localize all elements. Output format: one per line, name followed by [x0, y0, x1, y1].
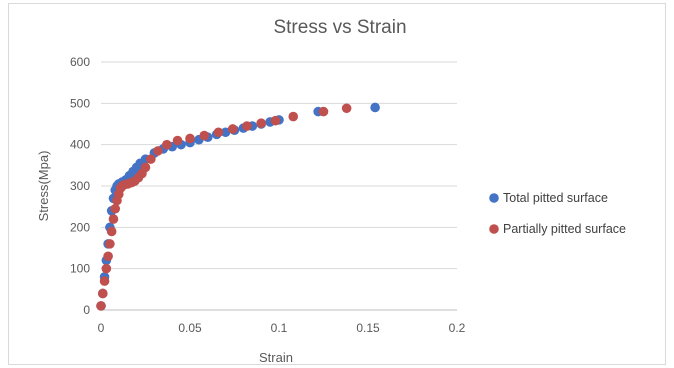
legend-label: Partially pitted surface — [503, 222, 626, 236]
y-tick-label: 500 — [70, 96, 90, 110]
data-point — [242, 121, 252, 131]
data-point — [103, 251, 113, 262]
data-point — [101, 263, 112, 274]
y-tick-label: 400 — [70, 138, 90, 152]
x-tick-label: 0.2 — [449, 321, 466, 335]
y-tick-label: 100 — [70, 262, 90, 276]
data-point — [185, 133, 195, 144]
data-point — [162, 139, 172, 150]
data-point — [140, 162, 151, 173]
x-axis-label: Strain — [259, 350, 293, 365]
x-tick-label: 0.15 — [356, 321, 380, 335]
data-point — [146, 154, 156, 164]
x-tick-labels: 0 0.05 0.1 0.15 0.2 — [98, 321, 466, 335]
data-point — [153, 146, 163, 156]
data-point — [199, 130, 210, 141]
data-point — [288, 111, 299, 122]
legend-item: Total pitted surface — [489, 191, 608, 205]
y-tick-label: 600 — [70, 55, 90, 69]
x-tick-label: 0 — [98, 321, 105, 335]
data-point — [97, 288, 108, 299]
chart-frame: Stress vs Strain 0 100 200 300 400 500 600 0 0.… — [8, 3, 666, 365]
data-point — [227, 124, 238, 134]
data-point — [318, 106, 329, 117]
stress-strain-chart: Stress vs Strain 0 100 200 300 400 500 600 0 0.… — [36, 17, 626, 365]
gridlines — [101, 61, 457, 270]
data-point — [220, 127, 231, 138]
legend-item: Partially pitted surface — [489, 222, 626, 236]
data-point — [256, 118, 266, 128]
y-axis-label: Stress(Mpa) — [36, 151, 51, 222]
data-point — [213, 127, 224, 138]
x-tick-label: 0.05 — [178, 321, 202, 335]
data-point — [270, 115, 281, 126]
data-point — [99, 276, 110, 286]
data-point — [108, 214, 119, 224]
data-point — [96, 301, 106, 311]
y-tick-label: 300 — [70, 179, 90, 193]
data-points — [96, 102, 380, 311]
data-point — [110, 203, 121, 214]
data-point — [370, 102, 380, 113]
data-point — [341, 103, 352, 114]
legend-marker — [489, 193, 499, 203]
legend-marker — [489, 224, 499, 234]
y-tick-label: 200 — [70, 220, 90, 234]
y-tick-label: 0 — [83, 303, 90, 317]
y-tick-labels: 0 100 200 300 400 500 600 — [70, 55, 90, 317]
chart-title: Stress vs Strain — [273, 17, 406, 38]
legend-label: Total pitted surface — [503, 191, 608, 205]
legend: Total pitted surface Partially pitted sur… — [489, 191, 626, 236]
series-partially-pitted-surface — [96, 103, 352, 311]
data-point — [172, 135, 183, 146]
data-point — [105, 239, 115, 249]
data-point — [106, 226, 117, 237]
series-total-pitted-surface — [96, 102, 380, 311]
x-tick-label: 0.1 — [271, 321, 288, 335]
